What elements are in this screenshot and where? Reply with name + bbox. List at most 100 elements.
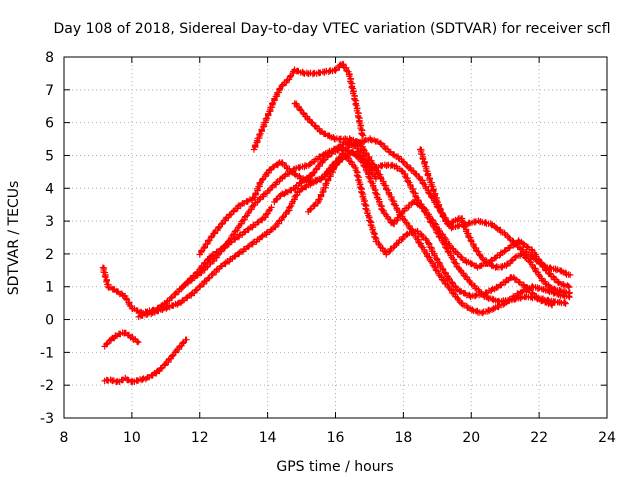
data-point bbox=[514, 255, 517, 259]
data-point bbox=[130, 336, 134, 339]
data-point bbox=[381, 164, 385, 167]
data-point bbox=[510, 275, 514, 279]
data-point bbox=[137, 341, 140, 344]
data-marks bbox=[99, 60, 574, 385]
series-arc-7 bbox=[271, 145, 569, 307]
data-point bbox=[459, 216, 463, 220]
data-point bbox=[235, 236, 239, 239]
data-point bbox=[568, 274, 571, 277]
data-point bbox=[429, 193, 432, 197]
data-point bbox=[164, 362, 168, 366]
y-tick-label: 1 bbox=[45, 280, 54, 296]
data-point bbox=[408, 226, 412, 229]
x-tick-label: 8 bbox=[60, 430, 69, 446]
data-point bbox=[497, 300, 500, 303]
x-axis-label: GPS time / hours bbox=[276, 459, 393, 475]
data-point bbox=[470, 308, 473, 311]
data-point bbox=[174, 292, 178, 295]
data-point bbox=[531, 285, 534, 288]
data-point bbox=[157, 369, 161, 372]
data-point bbox=[293, 167, 296, 170]
x-tick-label: 22 bbox=[530, 430, 548, 446]
data-point bbox=[490, 308, 493, 311]
data-point bbox=[388, 150, 391, 154]
x-tick-label: 16 bbox=[327, 430, 345, 446]
data-point bbox=[266, 114, 269, 118]
data-point bbox=[123, 295, 127, 298]
y-tick-label: 7 bbox=[45, 83, 54, 99]
data-point bbox=[419, 177, 422, 180]
data-point bbox=[439, 275, 442, 279]
data-point bbox=[456, 288, 459, 292]
data-point bbox=[493, 265, 497, 269]
x-tick-label: 20 bbox=[462, 430, 480, 446]
data-point bbox=[425, 170, 429, 174]
data-point bbox=[490, 223, 493, 226]
data-point bbox=[212, 233, 215, 236]
data-point bbox=[524, 295, 527, 298]
x-tick-label: 10 bbox=[123, 430, 141, 446]
data-point bbox=[375, 239, 378, 242]
data-point bbox=[307, 210, 310, 213]
data-point bbox=[429, 219, 432, 223]
data-point bbox=[415, 229, 419, 233]
data-point bbox=[554, 288, 558, 292]
data-point bbox=[337, 157, 341, 160]
data-point bbox=[198, 252, 201, 256]
data-point bbox=[252, 196, 256, 200]
data-point bbox=[300, 180, 303, 183]
data-point bbox=[476, 219, 480, 223]
data-point bbox=[164, 301, 168, 305]
data-point bbox=[487, 262, 490, 265]
data-point bbox=[378, 141, 381, 144]
data-point bbox=[252, 203, 256, 206]
data-point bbox=[470, 282, 473, 285]
data-point bbox=[361, 157, 364, 160]
data-point bbox=[144, 377, 147, 380]
data-point bbox=[273, 200, 276, 203]
data-point bbox=[391, 223, 395, 226]
data-point bbox=[280, 177, 283, 180]
data-point bbox=[395, 242, 398, 246]
data-point bbox=[429, 259, 432, 262]
data-point bbox=[290, 170, 293, 174]
data-point bbox=[293, 187, 296, 190]
data-point bbox=[402, 170, 405, 174]
data-point bbox=[381, 210, 385, 213]
data-point bbox=[480, 255, 483, 259]
x-tick-label: 18 bbox=[394, 430, 412, 446]
data-point bbox=[296, 190, 300, 193]
data-point bbox=[537, 297, 541, 300]
series-arc-6 bbox=[291, 100, 573, 317]
data-point bbox=[293, 68, 296, 72]
data-point bbox=[347, 144, 351, 147]
data-point bbox=[453, 219, 456, 223]
data-point bbox=[544, 288, 548, 292]
series-arc-9 bbox=[417, 146, 573, 297]
data-point bbox=[466, 233, 470, 236]
data-point bbox=[398, 213, 402, 216]
x-tick-label: 24 bbox=[598, 430, 616, 446]
data-point bbox=[500, 265, 503, 269]
plot-frame bbox=[63, 56, 608, 419]
data-point bbox=[212, 259, 215, 262]
data-point bbox=[334, 137, 337, 141]
y-axis-label: SDTVAR / TECUs bbox=[6, 181, 22, 296]
series-arc-11 bbox=[101, 336, 190, 385]
series-arc-10 bbox=[101, 329, 142, 350]
data-point bbox=[113, 288, 117, 292]
data-point bbox=[205, 278, 208, 282]
data-point bbox=[263, 216, 266, 220]
data-point bbox=[439, 210, 442, 213]
data-point bbox=[449, 246, 453, 249]
data-point bbox=[101, 265, 105, 269]
data-point bbox=[375, 177, 378, 180]
data-point bbox=[561, 290, 565, 293]
y-tick-label: -1 bbox=[40, 345, 54, 361]
data-point bbox=[507, 262, 510, 265]
data-point bbox=[351, 150, 354, 154]
data-point bbox=[164, 306, 168, 310]
data-point bbox=[123, 331, 127, 334]
